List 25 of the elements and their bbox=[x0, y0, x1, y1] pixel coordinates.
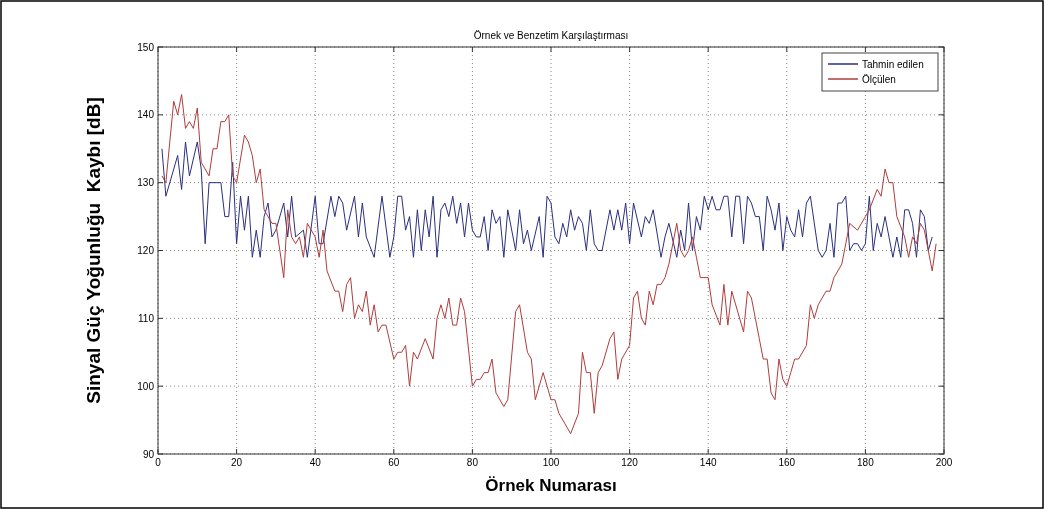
x-tick-label: 40 bbox=[309, 457, 322, 468]
x-tick-label: 180 bbox=[857, 457, 875, 468]
x-tick-label: 120 bbox=[621, 457, 639, 468]
y-tick-label: 150 bbox=[137, 41, 155, 53]
legend-label: Tahmin edilen bbox=[862, 58, 924, 70]
y-tick-label: 90 bbox=[142, 448, 155, 460]
x-tick-label: 140 bbox=[699, 457, 717, 468]
y-tick-label: 130 bbox=[137, 177, 155, 189]
y-tick-label: 110 bbox=[138, 312, 155, 324]
x-tick-label: 200 bbox=[935, 457, 953, 468]
line-series bbox=[161, 93, 937, 435]
y-tick-label: 120 bbox=[137, 245, 155, 256]
x-tick-label: 160 bbox=[778, 457, 796, 468]
y-axis-title: Sinyal Güç Yoğunluğu Kaybı [dB] bbox=[83, 97, 104, 404]
line-series bbox=[161, 141, 933, 258]
chart-title: Örnek ve Benzetim Karşılaştırması bbox=[473, 30, 629, 41]
legend-label: Ölçülen bbox=[862, 73, 896, 85]
y-tick-label: 140 bbox=[137, 109, 155, 121]
y-tick-label: 100 bbox=[137, 380, 155, 392]
x-tick-label: 80 bbox=[466, 457, 479, 468]
x-tick-label: 20 bbox=[231, 457, 243, 468]
x-tick-label: 0 bbox=[155, 457, 162, 468]
x-tick-label: 60 bbox=[388, 457, 400, 468]
x-axis-title: Örnek Numarası bbox=[485, 476, 617, 495]
x-tick-label: 100 bbox=[542, 457, 560, 468]
